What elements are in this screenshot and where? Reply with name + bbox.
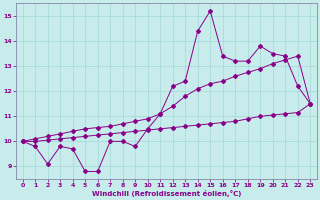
- X-axis label: Windchill (Refroidissement éolien,°C): Windchill (Refroidissement éolien,°C): [92, 190, 241, 197]
